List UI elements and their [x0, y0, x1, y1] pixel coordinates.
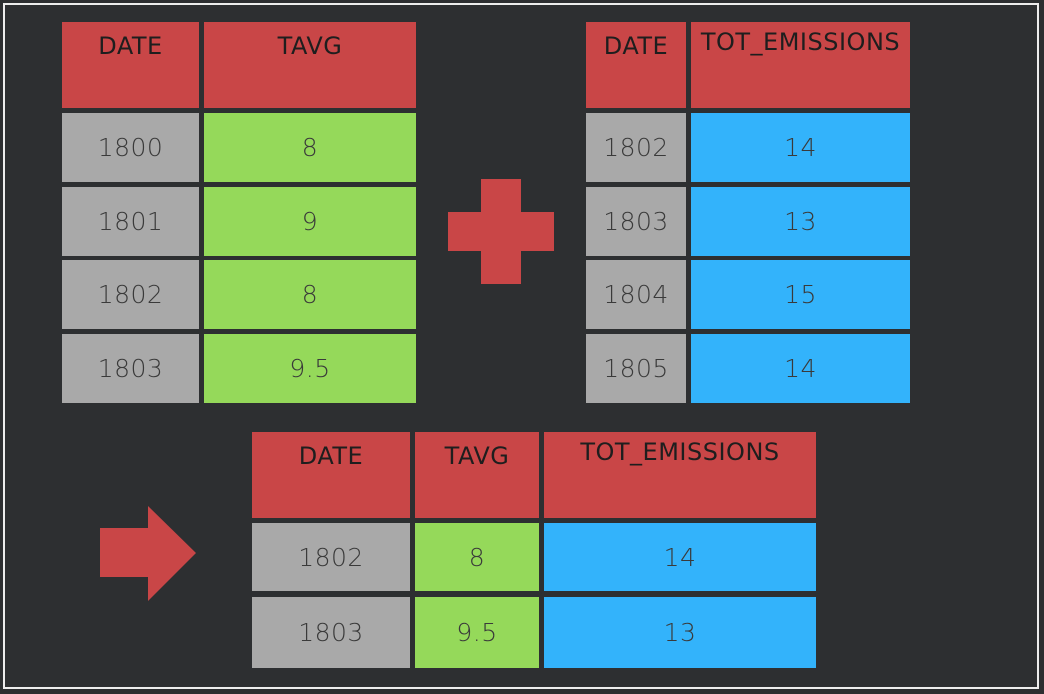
diagram-frame	[3, 3, 1039, 689]
date-cell: 1805	[586, 334, 686, 403]
date-cell: 1802	[586, 113, 686, 182]
date-cell: 1804	[586, 260, 686, 329]
header-tavg: TAVG	[415, 432, 539, 518]
arrow-right-icon	[100, 506, 196, 601]
date-cell: 1800	[62, 113, 199, 182]
date-cell: 1801	[62, 187, 199, 256]
tavg-cell: 8	[204, 260, 416, 329]
emissions-cell: 14	[544, 523, 816, 591]
date-cell: 1803	[252, 597, 410, 668]
header-date: DATE	[586, 22, 686, 108]
date-cell: 1803	[586, 187, 686, 256]
emissions-cell: 14	[691, 334, 910, 403]
header-tot-emissions: TOT_EMISSIONS	[544, 432, 816, 518]
emissions-cell: 13	[691, 187, 910, 256]
date-cell: 1802	[62, 260, 199, 329]
tavg-cell: 8	[204, 113, 416, 182]
tavg-cell: 9	[204, 187, 416, 256]
header-date: DATE	[62, 22, 199, 108]
date-cell: 1802	[252, 523, 410, 591]
emissions-cell: 13	[544, 597, 816, 668]
tavg-cell: 9.5	[415, 597, 539, 668]
emissions-cell: 15	[691, 260, 910, 329]
emissions-cell: 14	[691, 113, 910, 182]
tavg-cell: 8	[415, 523, 539, 591]
plus-icon	[448, 179, 554, 284]
date-cell: 1803	[62, 334, 199, 403]
header-tot-emissions: TOT_EMISSIONS	[691, 22, 910, 108]
header-date: DATE	[252, 432, 410, 518]
tavg-cell: 9.5	[204, 334, 416, 403]
header-tavg: TAVG	[204, 22, 416, 108]
